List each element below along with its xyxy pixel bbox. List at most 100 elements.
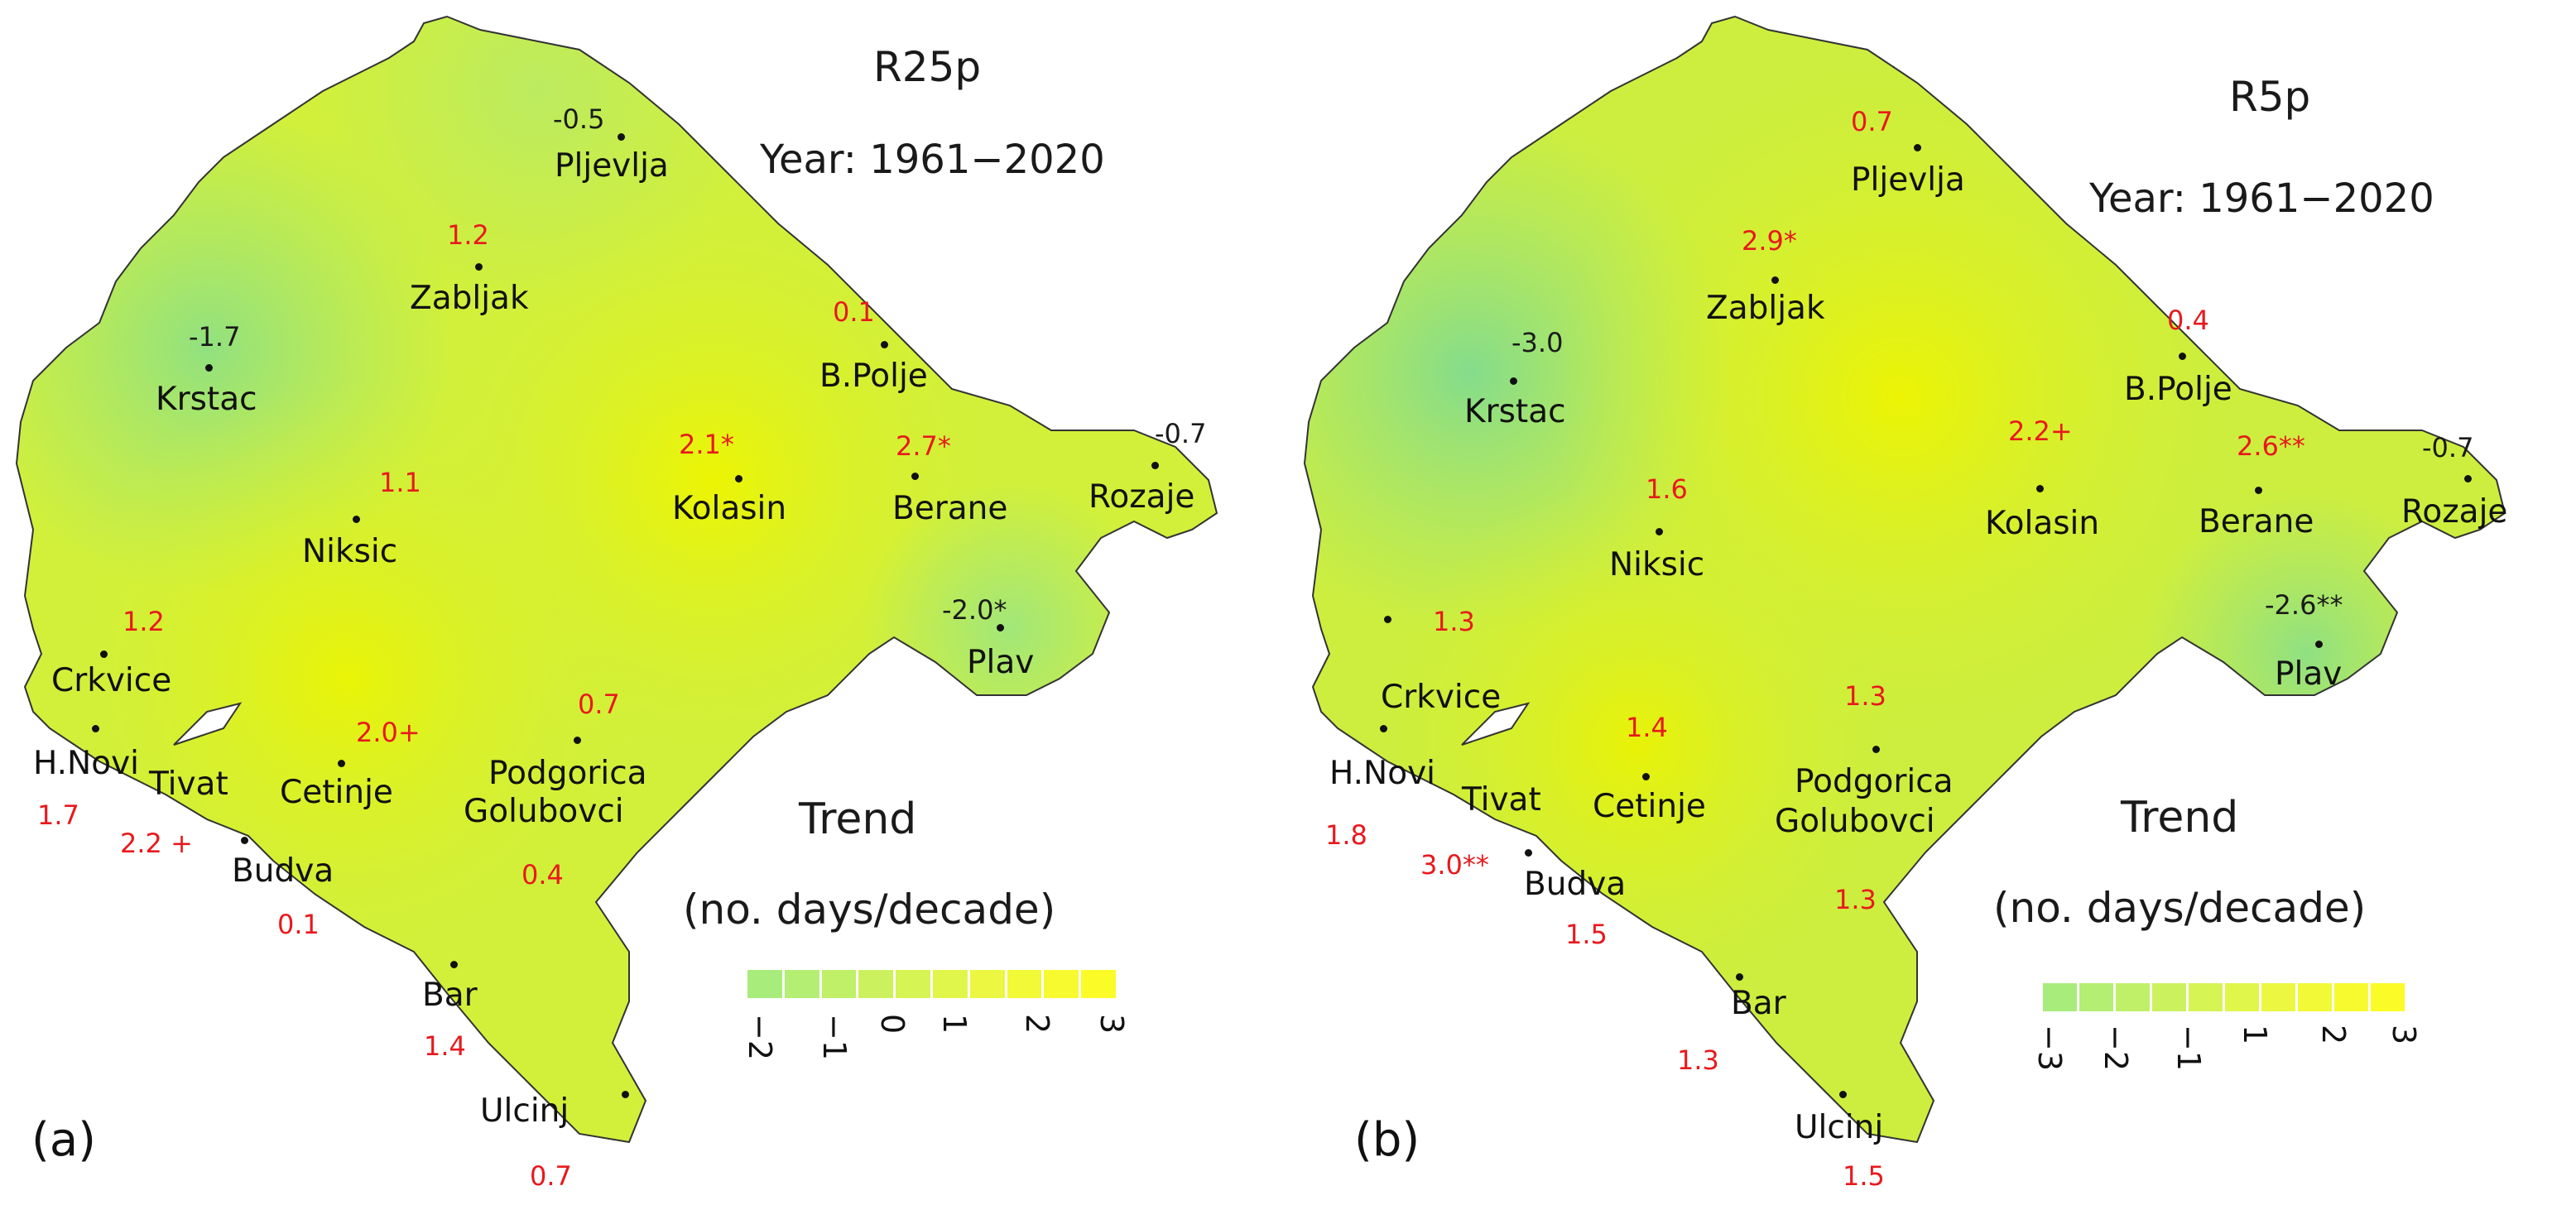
map-title: R5p	[2229, 73, 2311, 121]
legend-swatch	[1044, 970, 1082, 998]
legend-swatch	[2079, 983, 2116, 1011]
station-marker	[338, 760, 345, 767]
station-trend-value: -1.7	[189, 321, 241, 353]
station-name: Pljevlja	[555, 147, 669, 185]
map-title: R25p	[873, 43, 982, 91]
legend-tick-label: 3	[1093, 1014, 1130, 1035]
station-marker	[2179, 353, 2186, 360]
legend-tick-label: −3	[2031, 1025, 2068, 1072]
legend-tick-label: −2	[2098, 1025, 2134, 1072]
station-trend-value: 1.3	[1433, 606, 1475, 637]
station-name: Rozaje	[1089, 478, 1195, 516]
station-marker	[2036, 485, 2044, 492]
station-marker	[1914, 144, 1921, 151]
legend-title: Trend	[799, 795, 917, 844]
station-name: Kolasin	[1985, 505, 2100, 542]
legend-tick-label: 2	[2315, 1025, 2352, 1045]
station-trend-value: 1.5	[1843, 1160, 1885, 1192]
station-trend-value: 2.9*	[1742, 225, 1797, 257]
station-name: Niksic	[302, 533, 398, 570]
station-trend-value: 2.2 +	[120, 828, 193, 859]
station-marker	[1384, 616, 1391, 623]
station-trend-value: 0.7	[530, 1160, 572, 1192]
station-name: Golubovci	[1775, 803, 1935, 840]
legend-tick-label: −1	[2170, 1025, 2207, 1072]
station-marker	[618, 133, 625, 141]
station-marker	[450, 961, 458, 968]
station-trend-value: 1.2	[123, 606, 165, 637]
legend-swatch	[1081, 970, 1118, 998]
station-name: Crkvice	[51, 662, 172, 699]
legend-swatch	[2261, 983, 2298, 1011]
station-name: Cetinje	[1593, 788, 1706, 825]
station-name: Pljevlja	[1851, 161, 1965, 199]
station-marker	[881, 341, 888, 348]
legend-swatch	[1007, 970, 1045, 998]
station-name: Kolasin	[672, 490, 787, 527]
station-marker	[997, 624, 1004, 631]
station-trend-value: 0.4	[2167, 305, 2209, 336]
station-name: Tivat	[149, 766, 228, 803]
station-trend-value: 0.1	[833, 296, 875, 328]
legend-swatch	[2152, 983, 2189, 1011]
station-name: Niksic	[1609, 546, 1705, 583]
station-marker	[1839, 1091, 1847, 1098]
station-trend-value: 0.1	[277, 909, 320, 940]
legend-swatch	[2334, 983, 2371, 1011]
station-name: B.Polje	[819, 358, 928, 395]
legend-swatch	[2189, 983, 2225, 1011]
station-trend-value: 1.6	[1646, 473, 1688, 505]
station-marker	[92, 725, 99, 732]
station-trend-value: -3.0	[1511, 327, 1564, 358]
station-marker	[241, 837, 248, 844]
station-trend-value: -0.7	[2422, 432, 2474, 463]
station-trend-value: -0.7	[1155, 418, 1207, 449]
station-marker	[475, 263, 483, 271]
station-marker	[353, 516, 360, 523]
legend-tick-label: 1	[2237, 1025, 2273, 1045]
station-name: Rozaje	[2401, 493, 2508, 530]
station-name: Krstac	[1464, 393, 1566, 430]
station-name: Ulcinj	[480, 1092, 570, 1130]
panel-label: (a)	[31, 1113, 97, 1167]
montenegro-map-a	[15, 15, 1218, 1144]
station-trend-value: 1.3	[1844, 680, 1886, 712]
station-name: Zabljak	[410, 280, 529, 317]
map-panel-b: R5p Year: 1961−2020 Trend (no. days/deca…	[1288, 0, 2576, 1205]
station-name: Ulcinj	[1795, 1109, 1884, 1146]
station-name: Tivat	[1462, 781, 1541, 819]
station-marker	[2315, 641, 2323, 648]
station-name: Bar	[1731, 985, 1786, 1022]
station-marker	[574, 737, 581, 744]
station-name: Plav	[2275, 655, 2343, 693]
station-trend-value: 1.5	[1565, 919, 1608, 950]
station-name: Podgorica	[488, 755, 647, 792]
station-trend-value: 2.7*	[896, 430, 951, 462]
station-trend-value: 1.1	[379, 467, 421, 498]
station-trend-value: 2.2+	[2008, 415, 2073, 447]
station-name: Krstac	[156, 381, 257, 418]
station-marker	[1151, 462, 1159, 469]
station-trend-value: 2.0+	[356, 717, 421, 748]
legend-subtitle: (no. days/decade)	[683, 886, 1056, 934]
legend-swatch	[969, 970, 1007, 998]
station-trend-value: 2.6**	[2237, 430, 2305, 462]
station-trend-value: 1.8	[1325, 819, 1367, 851]
station-name: Budva	[1524, 866, 1627, 903]
station-marker	[100, 651, 108, 658]
station-marker	[622, 1091, 629, 1098]
legend-swatch	[932, 970, 970, 998]
station-name: Cetinje	[280, 774, 393, 811]
station-name: Bar	[422, 977, 478, 1014]
station-marker	[2464, 475, 2472, 482]
station-trend-value: -2.0*	[942, 594, 1007, 626]
station-name: Berane	[892, 490, 1008, 527]
legend-subtitle: (no. days/decade)	[1993, 884, 2367, 932]
station-name: Budva	[232, 852, 334, 890]
station-trend-value: -0.5	[553, 103, 605, 135]
station-trend-value: 1.7	[37, 799, 79, 831]
panel-label: (b)	[1354, 1113, 1420, 1167]
legend-swatch	[858, 970, 896, 998]
station-name: H.Novi	[33, 745, 139, 782]
legend-swatch	[2116, 983, 2152, 1011]
